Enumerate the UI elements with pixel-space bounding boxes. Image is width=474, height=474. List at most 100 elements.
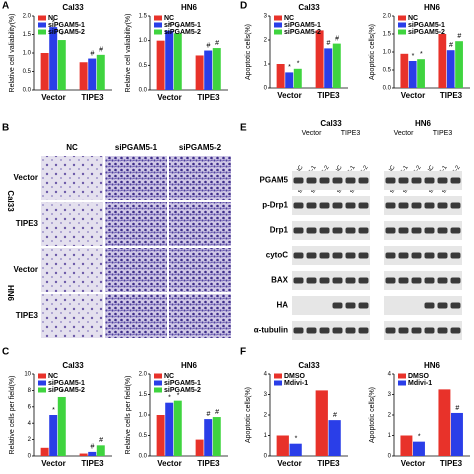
y-tick-label: 1.0 bbox=[139, 413, 148, 419]
chart-title: Cal33 bbox=[298, 3, 320, 12]
legend-label: NC bbox=[284, 15, 294, 22]
blot-band bbox=[385, 277, 396, 284]
bar bbox=[276, 435, 289, 456]
bar bbox=[413, 441, 425, 456]
y-axis-label: Relative cell valiability(%) bbox=[125, 14, 132, 93]
blot-band bbox=[450, 227, 461, 234]
legend-swatch bbox=[398, 29, 406, 35]
micrograph bbox=[41, 248, 103, 292]
y-tick-label: 4 bbox=[264, 372, 268, 378]
y-tick-label: 4 bbox=[388, 372, 392, 378]
blot-band bbox=[385, 177, 396, 184]
chart-title: Cal33 bbox=[62, 3, 84, 12]
bar bbox=[400, 53, 409, 88]
blot-band bbox=[437, 202, 448, 209]
blot-band bbox=[332, 302, 343, 309]
y-axis-label: Relative cells per field(%) bbox=[125, 376, 132, 455]
row-label: TIPE3 bbox=[16, 219, 39, 228]
blot-band bbox=[358, 177, 369, 184]
y-tick-label: 2 bbox=[264, 38, 268, 44]
blot-band bbox=[293, 327, 304, 334]
y-tick-label: 8 bbox=[28, 388, 32, 394]
bar bbox=[446, 50, 455, 88]
y-tick-label: 4 bbox=[28, 421, 32, 427]
blot-band bbox=[437, 327, 448, 334]
x-tick-label: TIPE3 bbox=[197, 93, 220, 102]
blot-background bbox=[292, 171, 370, 190]
x-tick-label: Vector bbox=[157, 93, 181, 102]
blot-background bbox=[292, 271, 370, 290]
y-tick-label: 1.5 bbox=[139, 392, 148, 398]
y-tick-label: 6 bbox=[28, 404, 32, 410]
blot-background bbox=[384, 296, 462, 315]
blot-band bbox=[319, 252, 330, 259]
protein-label: cytoC bbox=[266, 251, 288, 260]
significance-label: * bbox=[418, 433, 421, 440]
blot-band bbox=[319, 202, 330, 209]
blot-band bbox=[358, 252, 369, 259]
x-tick-label: TIPE3 bbox=[317, 459, 340, 468]
blot-band bbox=[424, 177, 435, 184]
micrograph bbox=[169, 248, 231, 292]
significance-label: * bbox=[288, 64, 291, 71]
blot-band bbox=[437, 227, 448, 234]
blot-band bbox=[437, 277, 448, 284]
blot-background bbox=[384, 221, 462, 240]
significance-label: # bbox=[207, 42, 211, 49]
blot-band bbox=[385, 227, 396, 234]
significance-label: * bbox=[168, 395, 171, 402]
significance-label: # bbox=[99, 47, 103, 54]
legend-label: siPGAM5-1 bbox=[284, 22, 321, 29]
chart-title: Cal33 bbox=[298, 361, 320, 370]
blot-band bbox=[332, 277, 343, 284]
x-tick-label: Vector bbox=[41, 459, 65, 468]
blot-band bbox=[358, 302, 369, 309]
x-tick-label: Vector bbox=[41, 93, 65, 102]
legend-label: NC bbox=[48, 15, 58, 22]
x-tick-label: Vector bbox=[277, 459, 301, 468]
blot-band bbox=[319, 277, 330, 284]
significance-label: * bbox=[177, 25, 180, 32]
significance-label: * bbox=[412, 53, 415, 60]
significance-label: # bbox=[215, 40, 219, 47]
blot-band bbox=[332, 177, 343, 184]
bar bbox=[332, 43, 341, 88]
significance-label: # bbox=[91, 50, 95, 57]
y-tick-label: 1 bbox=[388, 433, 392, 439]
micrograph bbox=[41, 202, 103, 246]
y-tick-label: 0.5 bbox=[139, 433, 148, 439]
blot-band bbox=[332, 202, 343, 209]
legend-swatch bbox=[154, 387, 162, 393]
bar bbox=[165, 402, 174, 456]
protein-label: PGAM5 bbox=[260, 176, 289, 185]
y-tick-label: 0.0 bbox=[23, 88, 32, 94]
bar bbox=[324, 48, 333, 88]
blot-band bbox=[332, 227, 343, 234]
y-axis-label: Relative cells per field(%) bbox=[9, 376, 16, 455]
blot-band bbox=[385, 327, 396, 334]
blot-band bbox=[411, 277, 422, 284]
blot-band bbox=[358, 277, 369, 284]
x-tick-label: TIPE3 bbox=[81, 93, 104, 102]
bar bbox=[156, 40, 165, 90]
significance-label: # bbox=[327, 40, 331, 47]
blot-band bbox=[293, 177, 304, 184]
bar bbox=[212, 48, 221, 90]
blot-band bbox=[411, 252, 422, 259]
legend-label: NC bbox=[164, 15, 174, 22]
significance-label: * bbox=[61, 389, 64, 396]
x-tick-label: Vector bbox=[401, 459, 425, 468]
micrograph bbox=[105, 248, 167, 292]
y-axis-label: Apoptotic cells(%) bbox=[245, 387, 252, 443]
bar bbox=[96, 54, 105, 90]
legend-swatch bbox=[274, 29, 282, 35]
legend-swatch bbox=[274, 373, 282, 379]
bar bbox=[285, 72, 294, 88]
legend-swatch bbox=[398, 22, 406, 28]
bar bbox=[49, 415, 58, 456]
micrograph bbox=[41, 294, 103, 338]
chart-title: Cal33 bbox=[62, 361, 84, 370]
cell-line-label: HN6 bbox=[415, 119, 432, 128]
micrograph bbox=[41, 156, 103, 200]
